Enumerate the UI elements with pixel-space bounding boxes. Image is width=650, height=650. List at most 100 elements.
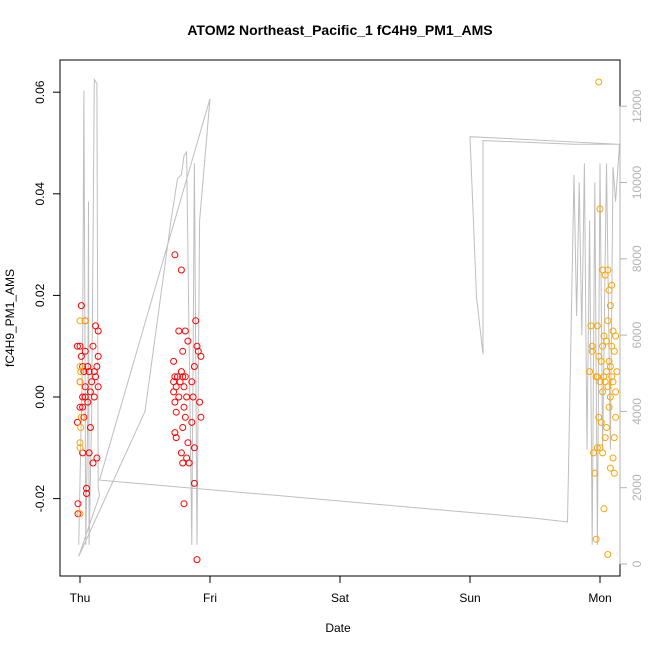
data-point — [175, 327, 183, 335]
y2-tick-label: 2000 — [630, 474, 644, 501]
data-point — [606, 464, 614, 472]
data-point — [197, 352, 205, 360]
data-point — [171, 398, 179, 406]
data-point — [74, 500, 82, 508]
data-point — [171, 251, 179, 259]
data-point — [76, 403, 84, 411]
data-point — [79, 393, 87, 401]
data-point — [76, 342, 84, 350]
data-point — [83, 484, 90, 492]
data-point — [193, 342, 201, 350]
data-point — [197, 413, 205, 421]
data-point — [188, 378, 196, 386]
data-point — [88, 378, 96, 386]
data-point — [177, 266, 185, 274]
data-point — [179, 347, 187, 355]
data-point — [94, 383, 102, 391]
data-point — [73, 418, 81, 426]
data-point — [190, 444, 198, 452]
data-point — [613, 368, 621, 376]
y2-tick-label: 6000 — [630, 321, 644, 348]
data-point — [588, 347, 596, 355]
data-point — [192, 317, 200, 325]
data-point — [610, 434, 618, 442]
data-point — [608, 373, 616, 381]
y-tick-label: 0.04 — [33, 182, 47, 206]
data-point — [171, 373, 179, 381]
y2-tick-label: 8000 — [630, 245, 644, 272]
altitude-line — [78, 77, 621, 557]
data-point — [188, 418, 196, 426]
data-point — [179, 424, 187, 431]
data-point — [181, 413, 189, 421]
data-point — [76, 510, 84, 518]
data-point — [180, 403, 188, 411]
y-axis-right: 0 2000 4000 6000 8000 10000 12000 — [619, 89, 644, 567]
data-point — [92, 373, 100, 381]
data-point — [77, 368, 85, 376]
data-point — [80, 368, 88, 376]
data-point — [79, 403, 87, 411]
data-point — [604, 317, 612, 325]
x-tick-label: Thu — [70, 591, 91, 605]
plot-frame — [59, 59, 621, 577]
y-tick-label: 0.02 — [33, 283, 47, 307]
data-point — [605, 357, 613, 365]
data-point — [603, 337, 610, 345]
y-axis-left: -0.02 0.00 0.02 0.04 0.06 — [33, 80, 61, 512]
data-point — [77, 424, 85, 431]
data-point — [609, 378, 617, 386]
data-point — [80, 413, 88, 421]
data-point — [612, 413, 620, 421]
data-point — [84, 398, 92, 406]
data-point — [586, 368, 594, 376]
y-tick-label: 0.06 — [33, 80, 47, 104]
data-point — [610, 347, 618, 355]
data-point — [184, 439, 192, 447]
data-point — [77, 352, 85, 360]
data-point — [601, 434, 609, 442]
data-point — [196, 398, 204, 406]
data-point — [77, 413, 85, 421]
data-point — [591, 469, 599, 477]
data-point — [595, 78, 603, 86]
data-point — [599, 449, 607, 457]
data-point — [606, 363, 614, 370]
data-point — [89, 342, 97, 350]
data-point — [179, 373, 187, 381]
data-point — [603, 368, 610, 376]
data-point — [90, 393, 98, 401]
x-axis-label: Date — [325, 621, 351, 635]
data-point — [588, 342, 596, 350]
data-point — [599, 342, 607, 350]
data-point — [93, 454, 101, 462]
data-point — [185, 459, 193, 467]
chart-title: ATOM2 Northeast_Pacific_1 fC4H9_PM1_AMS — [187, 22, 492, 38]
data-point — [172, 408, 180, 416]
data-point — [597, 418, 605, 426]
y-tick-label: 0.00 — [33, 385, 47, 409]
data-point — [604, 383, 612, 391]
data-point — [181, 327, 189, 335]
data-point — [181, 373, 189, 381]
x-tick-label: Sun — [459, 591, 480, 605]
data-point — [597, 357, 605, 365]
data-point — [593, 444, 601, 452]
data-point — [600, 505, 608, 513]
data-point — [81, 347, 89, 355]
data-point — [177, 449, 185, 457]
data-point — [610, 469, 618, 477]
data-point — [86, 388, 94, 396]
data-point — [86, 424, 94, 431]
y-axis-label: fC4H9_PM1_AMS — [3, 269, 17, 367]
data-point — [76, 439, 84, 447]
data-point — [184, 337, 192, 345]
data-point — [83, 490, 90, 497]
data-point — [193, 556, 201, 564]
data-point — [190, 479, 198, 487]
data-point — [592, 535, 600, 543]
y2-tick-label: 12000 — [630, 89, 644, 123]
data-point — [596, 378, 604, 386]
data-point — [76, 444, 84, 452]
